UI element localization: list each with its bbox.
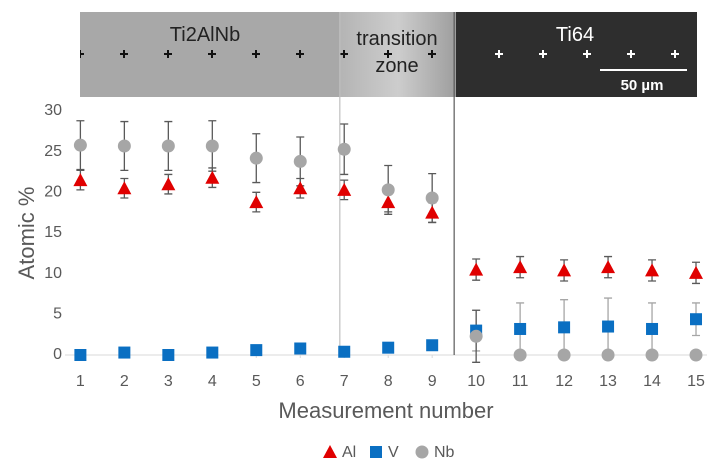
y-axis-title: Atomic % (14, 187, 39, 280)
x-axis-title: Measurement number (278, 398, 493, 423)
legend-label: Nb (434, 444, 455, 461)
marker (690, 313, 702, 325)
marker (601, 260, 615, 273)
marker (646, 323, 658, 335)
x-tick-label: 3 (164, 373, 173, 390)
marker (602, 321, 614, 333)
x-tick-label: 1 (76, 373, 85, 390)
y-tick-label: 15 (44, 224, 62, 241)
marker (602, 349, 615, 362)
marker (338, 346, 350, 358)
marker (118, 139, 131, 152)
marker (558, 349, 571, 362)
marker (646, 349, 659, 362)
marker (74, 349, 86, 361)
region-label: Ti64 (520, 22, 630, 49)
marker (294, 342, 306, 354)
x-tick-label: 2 (120, 373, 129, 390)
marker (382, 183, 395, 196)
x-tick-label: 11 (512, 373, 529, 390)
marker (162, 349, 174, 361)
marker (162, 139, 175, 152)
marker (470, 330, 483, 343)
marker (513, 260, 527, 273)
marker (514, 323, 526, 335)
marker (645, 263, 659, 276)
marker (294, 155, 307, 168)
y-tick-label: 25 (44, 143, 62, 160)
figure: 50 µm Atomic % Measurement number 051015… (0, 0, 707, 461)
region-label: Ti2AlNb (130, 22, 280, 49)
x-tick-label: 9 (428, 373, 437, 390)
marker (557, 263, 571, 276)
marker (514, 349, 527, 362)
marker (161, 177, 175, 190)
legend-marker (416, 446, 429, 459)
legend-marker (323, 445, 337, 458)
x-tick-label: 15 (687, 373, 705, 390)
marker (250, 152, 263, 165)
marker (690, 349, 703, 362)
marker (558, 321, 570, 333)
marker (469, 263, 483, 276)
y-tick-label: 5 (53, 306, 62, 323)
marker (206, 139, 219, 152)
marker (73, 173, 87, 186)
scale-bar-label: 50 µm (621, 77, 664, 94)
x-tick-label: 7 (340, 373, 349, 390)
marker (338, 143, 351, 156)
y-tick-label: 0 (53, 346, 62, 363)
legend-label: Al (342, 444, 356, 461)
region-label: transition zone (342, 26, 452, 80)
marker (250, 344, 262, 356)
marker (382, 342, 394, 354)
y-tick-label: 30 (44, 102, 62, 119)
marker (689, 266, 703, 279)
marker (381, 195, 395, 208)
marker (205, 171, 219, 184)
x-tick-label: 8 (384, 373, 393, 390)
marker (425, 206, 439, 219)
legend-marker (370, 446, 382, 458)
y-tick-label: 20 (44, 184, 62, 201)
marker (249, 195, 263, 208)
marker (118, 347, 130, 359)
x-tick-label: 14 (643, 373, 661, 390)
marker (426, 192, 439, 205)
legend-label: V (388, 444, 399, 461)
x-tick-label: 4 (208, 373, 217, 390)
marker (117, 181, 131, 194)
marker (426, 339, 438, 351)
marker (74, 139, 87, 152)
x-tick-label: 13 (599, 373, 617, 390)
x-tick-label: 5 (252, 373, 261, 390)
marker (206, 347, 218, 359)
marker (293, 181, 307, 194)
y-tick-label: 10 (44, 265, 62, 282)
x-tick-label: 10 (467, 373, 485, 390)
x-tick-label: 6 (296, 373, 305, 390)
x-tick-label: 12 (555, 373, 573, 390)
